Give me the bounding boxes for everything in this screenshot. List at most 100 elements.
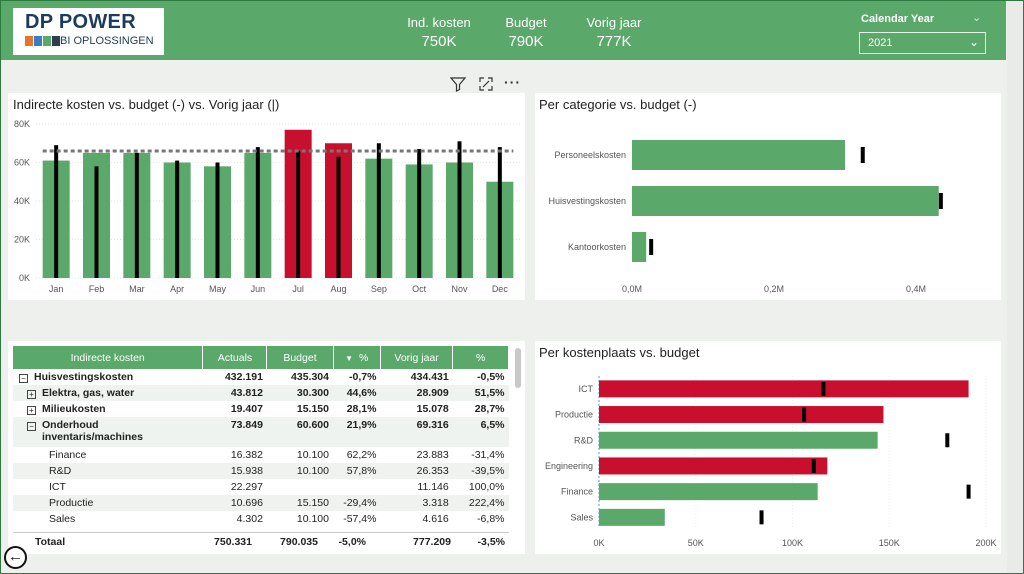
bar-actual — [599, 483, 818, 501]
bar-actual — [599, 380, 969, 398]
table-header-row: Indirecte kosten Actuals Budget ▼% Vorig… — [13, 346, 509, 369]
cell-pct: 57,8% — [333, 463, 381, 479]
x-tick-label: 0,2M — [764, 284, 784, 294]
marker-previous-year — [457, 141, 462, 278]
table-row: Sales 4.302 10.100 -57,4% 4.616 -6,8% — [13, 511, 509, 527]
x-tick-label: May — [209, 284, 227, 294]
cell-pct: 44,6% — [333, 385, 381, 401]
cell-pct: -29,4% — [333, 495, 381, 511]
marker-previous-year — [417, 149, 422, 278]
row-name-line2: inventaris/machines — [42, 431, 143, 443]
collapse-icon[interactable]: − — [19, 374, 28, 383]
column-header-pct2[interactable]: % — [452, 346, 509, 369]
sort-desc-icon: ▼ — [345, 353, 354, 363]
cell-actuals: 22.297 — [230, 481, 263, 493]
x-tick-label: 100K — [782, 538, 803, 548]
y-category-label: Engineering — [545, 461, 593, 471]
column-header-pct-label: % — [359, 351, 369, 364]
kpi-value: 750K — [421, 33, 457, 50]
y-category-label: R&D — [574, 435, 594, 445]
cell-pct2: 222,4% — [452, 495, 509, 511]
x-tick-label: Jul — [292, 284, 304, 294]
table-row: Productie 10.696 15.150 -29,4% 3.318 222… — [13, 495, 509, 511]
kpi-label: Vorig jaar — [586, 15, 642, 30]
cell-prev: 434.431 — [410, 371, 449, 383]
column-header-budget[interactable]: Budget — [266, 346, 334, 369]
x-tick-label: Mar — [129, 284, 145, 294]
kpi-label: Ind. kosten — [407, 15, 471, 30]
cell-budget: 15.150 — [266, 495, 333, 511]
slicer-collapse-chevron-icon[interactable]: ⌄ — [972, 12, 982, 24]
table-row: − Huisvestingskosten 432.191 435.304 -0,7… — [13, 369, 509, 385]
kpi-value: 790K — [508, 33, 544, 50]
row-label: − Onderhoud inventaris/machines — [13, 417, 203, 447]
marker-budget — [649, 239, 654, 255]
expand-icon[interactable]: + — [27, 390, 36, 399]
more-options-icon[interactable]: ··· — [504, 74, 521, 90]
cell-budget: 60.600 — [266, 417, 333, 447]
column-header-actuals[interactable]: Actuals — [202, 346, 268, 369]
cell-pct: -57,4% — [343, 513, 377, 525]
total-budget: 790.035 — [280, 536, 318, 548]
y-category-label: Personeelskosten — [554, 150, 626, 160]
y-tick-label: 40K — [14, 196, 30, 206]
focus-mode-icon[interactable] — [478, 76, 494, 95]
expand-icon[interactable]: + — [27, 406, 36, 415]
marker-previous-year — [497, 147, 502, 278]
x-tick-label: 150K — [879, 538, 900, 548]
marker-budget — [821, 381, 826, 396]
cell-actuals: 43.812 — [202, 385, 267, 401]
cell-budget: 15.150 — [296, 403, 329, 415]
kpi-budget: Budget 790K — [481, 15, 571, 50]
marker-budget — [966, 484, 971, 499]
cell-pct2: -6,8% — [477, 513, 505, 525]
calendar-year-value: 2021 — [868, 37, 893, 49]
cell-pct: 62,2% — [346, 449, 377, 461]
total-prev: 777.209 — [413, 536, 451, 548]
marker-budget — [945, 433, 950, 448]
cell-budget: 10.100 — [266, 463, 333, 479]
column-header-indirect-costs[interactable]: Indirecte kosten — [13, 346, 204, 369]
logo-title: DP POWER — [25, 11, 136, 33]
cell-budget: 10.100 — [296, 513, 329, 525]
column-header-pct[interactable]: ▼% — [333, 346, 381, 369]
cell-pct2: 28,7% — [474, 403, 505, 415]
cell-prev: 3.318 — [380, 495, 453, 511]
filter-icon[interactable] — [449, 76, 467, 95]
cell-budget: 435.304 — [291, 371, 329, 383]
column-header-previous-year[interactable]: Vorig jaar — [380, 346, 454, 369]
category-chart: Personeelskosten Huisvestingskosten Kantoo… — [548, 140, 943, 294]
cell-actuals: 4.302 — [236, 513, 263, 525]
calendar-year-dropdown[interactable]: 2021 ⌄ — [859, 32, 986, 54]
kpi-previous-year: Vorig jaar 777K — [569, 15, 659, 50]
cell-pct: -0,7% — [349, 371, 377, 383]
header-bar: DP POWER BI OPLOSSINGEN Ind. kosten 750K… — [1, 1, 1006, 60]
marker-previous-year — [54, 145, 59, 278]
row-label: + Milieukosten — [13, 401, 203, 417]
total-pct2: -3,5% — [477, 536, 505, 548]
total-actuals: 750.331 — [214, 536, 252, 548]
cell-prev: 4.616 — [422, 513, 449, 525]
cell-pct: 28,1% — [346, 403, 377, 415]
cell-pct — [333, 479, 380, 495]
marker-previous-year — [134, 152, 139, 278]
marker-previous-year — [215, 162, 220, 278]
marker-previous-year — [255, 147, 260, 278]
table-row: + Elektra, gas, water 43.812 30.300 44,6%… — [13, 385, 509, 401]
logo-square-blue — [34, 36, 42, 46]
table-scrollbar[interactable] — [515, 348, 521, 388]
x-tick-label: Dec — [492, 284, 509, 294]
calendar-year-label: Calendar Year — [861, 13, 935, 25]
collapse-icon[interactable]: − — [27, 422, 36, 431]
cost-center-chart: 0K 50K 100K 150K 200K ICT Productie R&D Engineer… — [545, 376, 997, 548]
cell-pct2: -0,5% — [477, 371, 505, 383]
y-tick-label: 80K — [14, 119, 30, 129]
marker-previous-year — [296, 150, 301, 278]
kpi-indirect-costs: Ind. kosten 750K — [394, 15, 484, 50]
bar-actual — [599, 406, 884, 424]
x-tick-label: 0,4M — [906, 284, 926, 294]
cell-pct2: 51,5% — [452, 385, 509, 401]
logo-square-green — [43, 36, 51, 46]
back-arrow-icon[interactable]: ← — [4, 546, 27, 569]
page-scrollbar[interactable] — [1007, 1, 1023, 573]
